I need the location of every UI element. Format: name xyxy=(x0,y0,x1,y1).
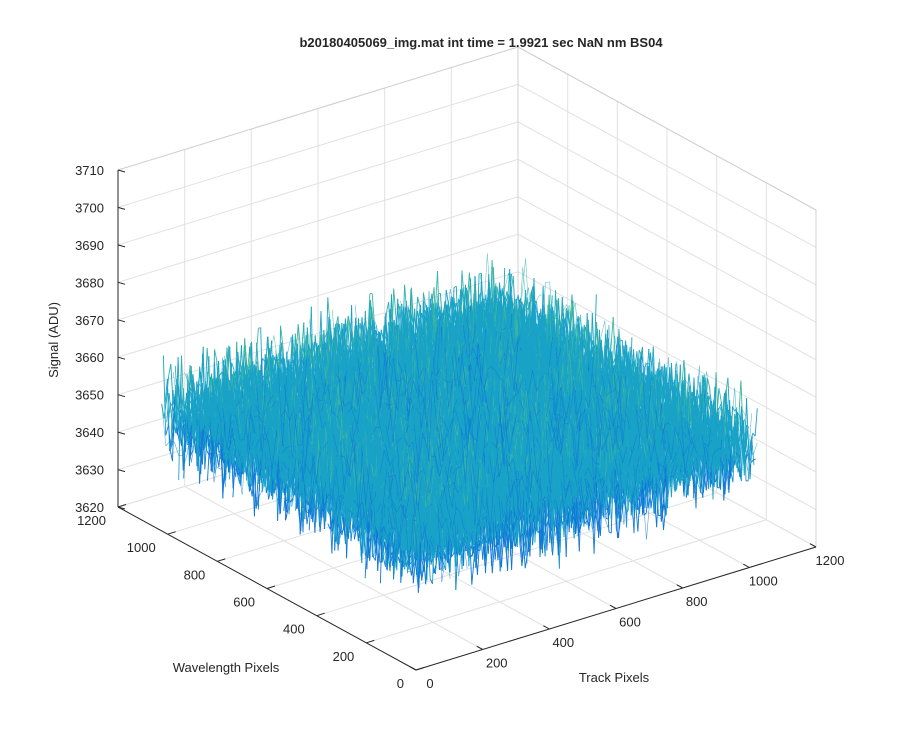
surface-segment xyxy=(188,396,192,432)
surface-segment xyxy=(179,412,184,440)
surface-segment xyxy=(162,355,167,436)
surface-segment xyxy=(289,336,293,387)
surface-segment xyxy=(206,347,210,382)
surface-segment xyxy=(231,362,235,370)
surface-segment xyxy=(451,303,455,327)
grid-line-wall-z xyxy=(517,196,817,361)
grid-line-wall-z xyxy=(117,158,519,283)
surface-segment xyxy=(265,336,269,362)
grid-line-wall-z xyxy=(117,121,519,246)
surface-segment xyxy=(177,406,181,414)
grid-line-wall-z xyxy=(117,271,519,396)
surface-segment xyxy=(393,288,397,318)
surface-segment xyxy=(254,361,258,369)
grid-line-wall-z xyxy=(517,83,817,248)
surface-segment xyxy=(164,378,168,404)
surface-segment xyxy=(385,302,390,313)
surface-segment xyxy=(227,346,231,379)
surface-segment xyxy=(280,325,284,346)
surface-segment xyxy=(417,296,421,307)
surface-segment xyxy=(215,374,219,380)
grid-line-wall-z xyxy=(517,158,817,323)
surface-segment xyxy=(461,270,465,302)
surface-segment xyxy=(417,310,421,326)
box-edge xyxy=(517,46,817,211)
grid-line-floor-y xyxy=(366,519,767,644)
grid-line-wall-z xyxy=(117,233,519,358)
surface-segment xyxy=(466,272,470,303)
surface-segment xyxy=(453,303,457,314)
surface-segment xyxy=(168,363,172,377)
surface-segment xyxy=(301,322,305,353)
grid-line-wall-z xyxy=(517,233,817,398)
surface-segment xyxy=(271,356,275,365)
box-edge xyxy=(117,46,519,171)
surface-segment xyxy=(491,260,495,313)
surface-segment xyxy=(214,349,218,361)
surface-segment xyxy=(240,365,244,408)
surface-segment xyxy=(181,417,185,426)
surface-segment xyxy=(171,408,175,430)
surface-segment xyxy=(325,337,329,352)
grid-line-wall-z xyxy=(517,271,817,436)
surface-segment xyxy=(351,327,355,343)
surface-layer xyxy=(161,253,758,593)
surface-segment xyxy=(510,275,514,296)
surface-segment xyxy=(255,328,259,359)
surface-segment xyxy=(181,355,185,413)
surface-segment xyxy=(347,317,351,338)
surface-segment xyxy=(181,410,185,421)
surface-segment xyxy=(397,303,402,315)
surface-segment xyxy=(371,293,375,324)
surface-segment xyxy=(187,365,191,391)
surface-segment xyxy=(297,324,301,349)
grid-line-wall-z xyxy=(117,83,519,208)
surface-segment xyxy=(445,289,449,304)
surface-segment xyxy=(434,270,438,311)
grid-line-wall-z xyxy=(117,196,519,321)
surface-segment xyxy=(262,358,265,362)
surface-segment xyxy=(166,378,171,452)
surface-segment xyxy=(265,356,270,371)
surface-segment xyxy=(166,393,170,423)
surface-segment xyxy=(189,365,193,381)
surface-segment xyxy=(170,389,174,450)
surface-segment xyxy=(169,449,173,462)
grid-line-floor-y xyxy=(316,492,717,617)
surface-segment xyxy=(165,426,169,436)
surface-segment xyxy=(178,377,182,481)
surface-segment xyxy=(168,425,172,450)
surface-segment xyxy=(422,292,427,306)
grid-line-wall-z xyxy=(517,121,817,286)
